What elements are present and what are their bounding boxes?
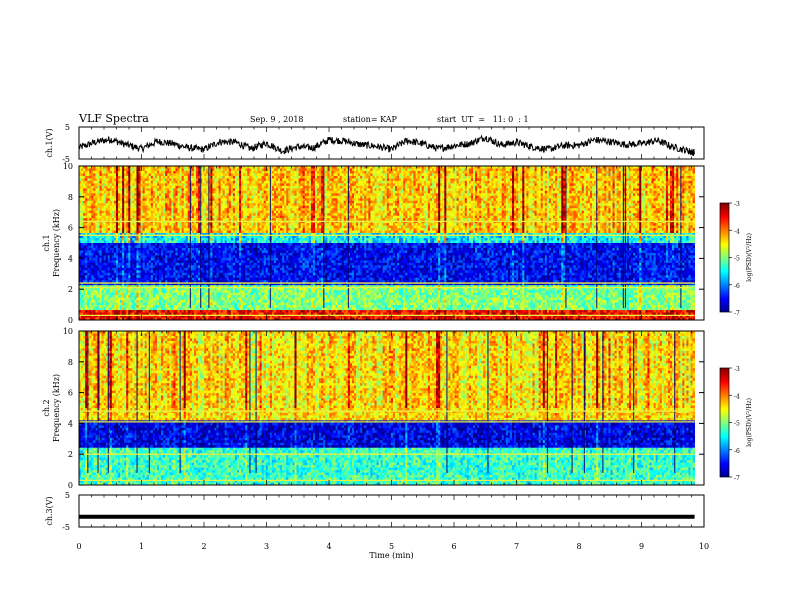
y-axis-label-line: ch.1(V) xyxy=(45,128,54,157)
vlf-figure: 5-5ch.1(V)0246810ch.1 Frequency (kHz)-3-4… xyxy=(0,0,792,612)
psd-cell xyxy=(693,168,695,171)
spectrogram-1 xyxy=(79,166,695,320)
y-tick-label: 5 xyxy=(65,123,70,132)
y-axis-label: ch.1(V) xyxy=(45,128,54,157)
psd-cell xyxy=(693,173,695,176)
series-line xyxy=(79,136,695,156)
psd-cell xyxy=(693,171,695,174)
